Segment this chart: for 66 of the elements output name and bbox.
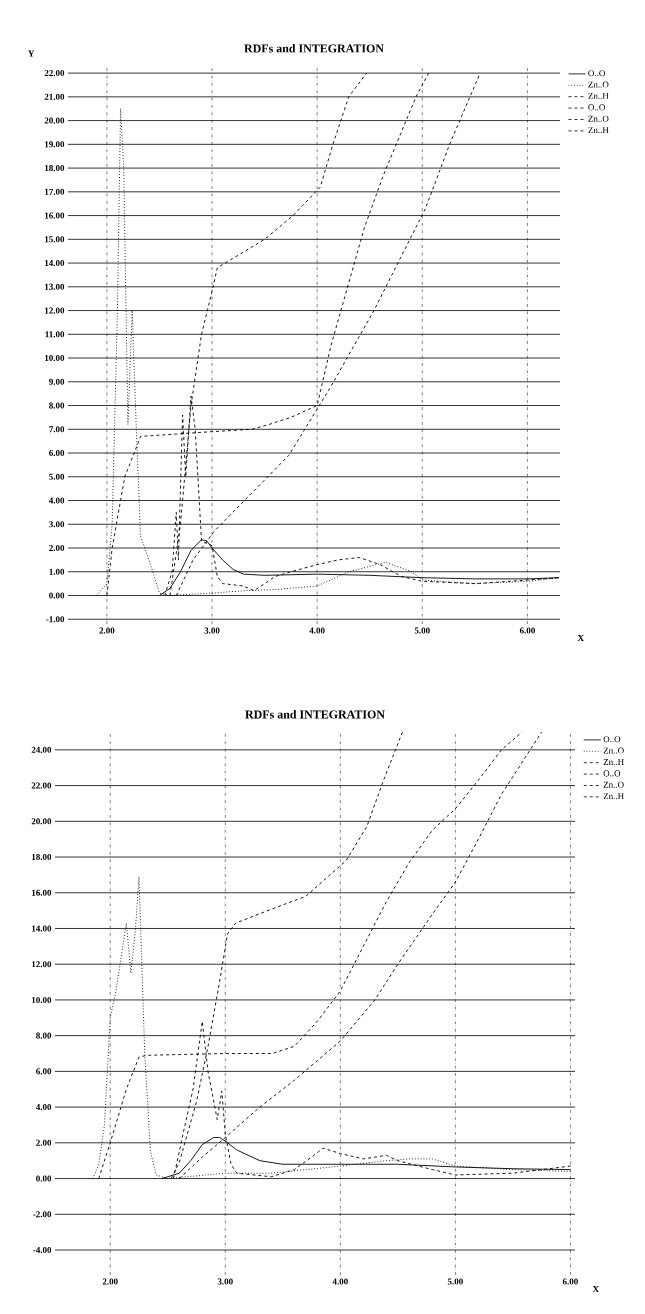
y-tick-label: -2.00 (33, 1211, 52, 1218)
y-tick-label: -4.00 (33, 1246, 52, 1254)
y-tick-label: 8.00 (36, 1032, 52, 1039)
y-tick-label: 7.00 (49, 426, 65, 433)
x-axis-title: X (592, 1286, 599, 1292)
y-tick-label: 22.00 (44, 70, 65, 77)
legend-label: Zn..O (603, 781, 624, 788)
x-tick-label: 3.00 (217, 1278, 233, 1285)
chart-title: RDFs and INTEGRATION (245, 710, 385, 719)
legend-label: Zn..H (588, 127, 609, 134)
y-tick-label: 19.00 (45, 141, 65, 148)
legend-label: O..O (603, 770, 621, 777)
y-tick-label: 20.00 (44, 117, 65, 124)
y-tick-label: 6.00 (36, 1068, 52, 1075)
y-tick-label: 21.00 (44, 93, 65, 100)
y-tick-label: 5.00 (49, 473, 65, 480)
y-tick-label: 10.00 (45, 355, 65, 362)
y-tick-label: 20.00 (31, 818, 52, 825)
y-tick-label: 16.00 (45, 212, 65, 219)
y-tick-label: 14.00 (32, 925, 52, 932)
x-tick-label: 6.00 (519, 627, 535, 634)
y-tick-label: 11.00 (45, 331, 65, 338)
legend-label: Zn..H (603, 793, 624, 800)
legend-label: O..O (603, 736, 621, 743)
legend-label: Zn..O (588, 115, 609, 122)
y-tick-label: 18.00 (32, 853, 52, 861)
y-tick-label: 24.00 (31, 746, 52, 753)
y-tick-label: 12.00 (32, 961, 52, 968)
y-tick-label: 3.00 (49, 521, 65, 528)
y-tick-label: 4.00 (48, 497, 65, 504)
x-tick-label: 2.00 (99, 627, 115, 634)
y-tick-label: 10.00 (32, 996, 52, 1003)
chart-title: RDFs and INTEGRATION (244, 44, 384, 53)
legend-label: Zn..H (588, 93, 609, 99)
y-tick-label: 17.00 (45, 188, 65, 195)
x-tick-label: 5.00 (414, 627, 430, 634)
y-tick-label: 14.00 (45, 260, 65, 267)
legend-label: O..O (588, 104, 605, 111)
y-tick-label: -1.00 (46, 616, 65, 623)
x-tick-label: 4.00 (309, 627, 325, 634)
x-tick-label: 2.00 (102, 1278, 118, 1285)
x-tick-label: 5.00 (447, 1278, 463, 1285)
y-tick-label: 0.00 (36, 1175, 52, 1182)
x-tick-label: 6.00 (562, 1278, 578, 1285)
legend-label: O..O (588, 70, 605, 77)
y-axis-title: Y (28, 50, 35, 57)
x-axis-title: X (577, 635, 584, 641)
y-tick-label: 15.00 (45, 236, 65, 243)
y-tick-label: 2.00 (36, 1139, 52, 1146)
y-tick-label: 13.00 (45, 283, 65, 290)
y-tick-label: 1.00 (49, 568, 65, 575)
y-tick-label: 22.00 (31, 782, 52, 789)
y-tick-label: 0.00 (49, 592, 65, 599)
y-tick-label: 6.00 (49, 449, 65, 457)
x-tick-label: 4.00 (332, 1278, 348, 1285)
y-tick-label: 18.00 (45, 165, 65, 172)
x-tick-label: 3.00 (204, 627, 220, 634)
y-tick-label: 2.00 (49, 544, 65, 552)
legend-label: Zn..H (603, 759, 624, 766)
legend-label: Zn..O (603, 747, 624, 754)
legend-label: Zn..O (588, 81, 609, 88)
y-tick-label: 4.00 (35, 1104, 52, 1111)
y-tick-label: 12.00 (45, 307, 65, 314)
y-tick-label: 8.00 (49, 402, 65, 409)
y-tick-label: 9.00 (49, 378, 65, 385)
y-tick-label: 16.00 (32, 889, 52, 896)
